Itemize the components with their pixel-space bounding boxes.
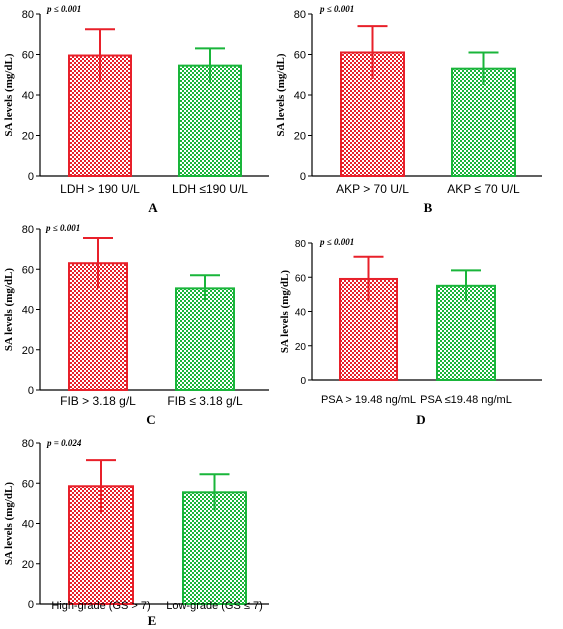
p-value-label: p = 0.024 [46, 438, 82, 448]
bar-low [182, 491, 247, 605]
x-category-label: LDH > 190 U/L [60, 182, 140, 196]
panel-letter: C [146, 412, 155, 427]
y-tick-label: 60 [294, 50, 306, 62]
y-axis-label: SA levels (mg/dL) [3, 482, 15, 565]
y-tick-label: 20 [294, 131, 306, 143]
panel-e: 0 20 40 60 80 SA levels (mg/dL) p = 0.024 High-… [3, 438, 269, 628]
panel-c: 0 20 40 60 80 SA levels (mg/dL) p ≤ 0.001 FIB >… [3, 223, 269, 427]
x-category-label: FIB ≤ 3.18 g/L [167, 394, 243, 408]
panel-d: 0 20 40 60 80 SA levels (mg/dL) p ≤ 0.001 PSA >… [279, 237, 542, 427]
y-tick-label: 0 [300, 376, 306, 387]
y-tick-label: 0 [28, 171, 34, 183]
p-value-label: p ≤ 0.001 [319, 237, 354, 247]
panel-letter: D [416, 412, 425, 427]
panel-letter: B [424, 200, 433, 215]
y-tick-label: 20 [295, 342, 307, 353]
y-tick-label: 40 [295, 308, 307, 319]
y-tick-label: 40 [22, 305, 34, 317]
y-axis-label: SA levels (mg/dL) [3, 268, 15, 351]
panel-a: 0 20 40 60 80 SA levels (mg/dL) p ≤ 0.001 LDH >… [3, 4, 269, 215]
y-tick-label: 0 [28, 385, 34, 397]
y-tick-label: 60 [22, 264, 34, 276]
p-value-label: p ≤ 0.001 [46, 4, 81, 14]
bar-low [175, 287, 235, 391]
y-tick-label: 80 [22, 438, 34, 450]
y-tick-label: 20 [22, 559, 34, 571]
y-axis-label: SA levels (mg/dL) [279, 270, 291, 353]
x-category-label: High-grade (GS > 7) [51, 600, 150, 612]
y-tick-label: 20 [22, 131, 34, 143]
panel-b: 0 20 40 60 80 SA levels (mg/dL) p ≤ 0.001 AKP >… [275, 4, 542, 215]
y-tick-label: 60 [22, 478, 34, 490]
panel-letter: E [148, 613, 157, 628]
p-value-label: p ≤ 0.001 [45, 223, 80, 233]
bar-low [451, 67, 516, 177]
y-tick-label: 60 [22, 50, 34, 62]
y-tick-label: 40 [22, 90, 34, 102]
y-tick-label: 80 [22, 224, 34, 236]
y-axis-label: SA levels (mg/dL) [275, 53, 287, 136]
y-tick-label: 80 [295, 239, 307, 250]
x-category-label: AKP ≤ 70 U/L [447, 182, 520, 196]
p-value-label: p ≤ 0.001 [319, 4, 354, 14]
x-category-label: FIB > 3.18 g/L [60, 394, 136, 408]
x-category-label: PSA ≤19.48 ng/mL [420, 394, 512, 406]
y-tick-label: 80 [22, 9, 34, 21]
y-tick-label: 40 [294, 90, 306, 102]
y-axis-label: SA levels (mg/dL) [3, 53, 15, 136]
y-tick-label: 0 [300, 171, 306, 183]
x-category-label: AKP > 70 U/L [336, 182, 409, 196]
y-tick-label: 20 [22, 345, 34, 357]
panel-letter: A [148, 200, 158, 215]
y-tick-label: 60 [295, 273, 307, 284]
x-category-label: PSA > 19.48 ng/mL [321, 394, 416, 406]
bar-low [178, 64, 242, 177]
x-category-label: LDH ≤190 U/L [172, 182, 248, 196]
x-category-label: Low-grade (GS ≤ 7) [166, 600, 263, 612]
y-tick-label: 80 [294, 9, 306, 21]
bar-low [436, 284, 496, 381]
y-tick-label: 40 [22, 519, 34, 531]
y-tick-label: 0 [28, 599, 34, 611]
